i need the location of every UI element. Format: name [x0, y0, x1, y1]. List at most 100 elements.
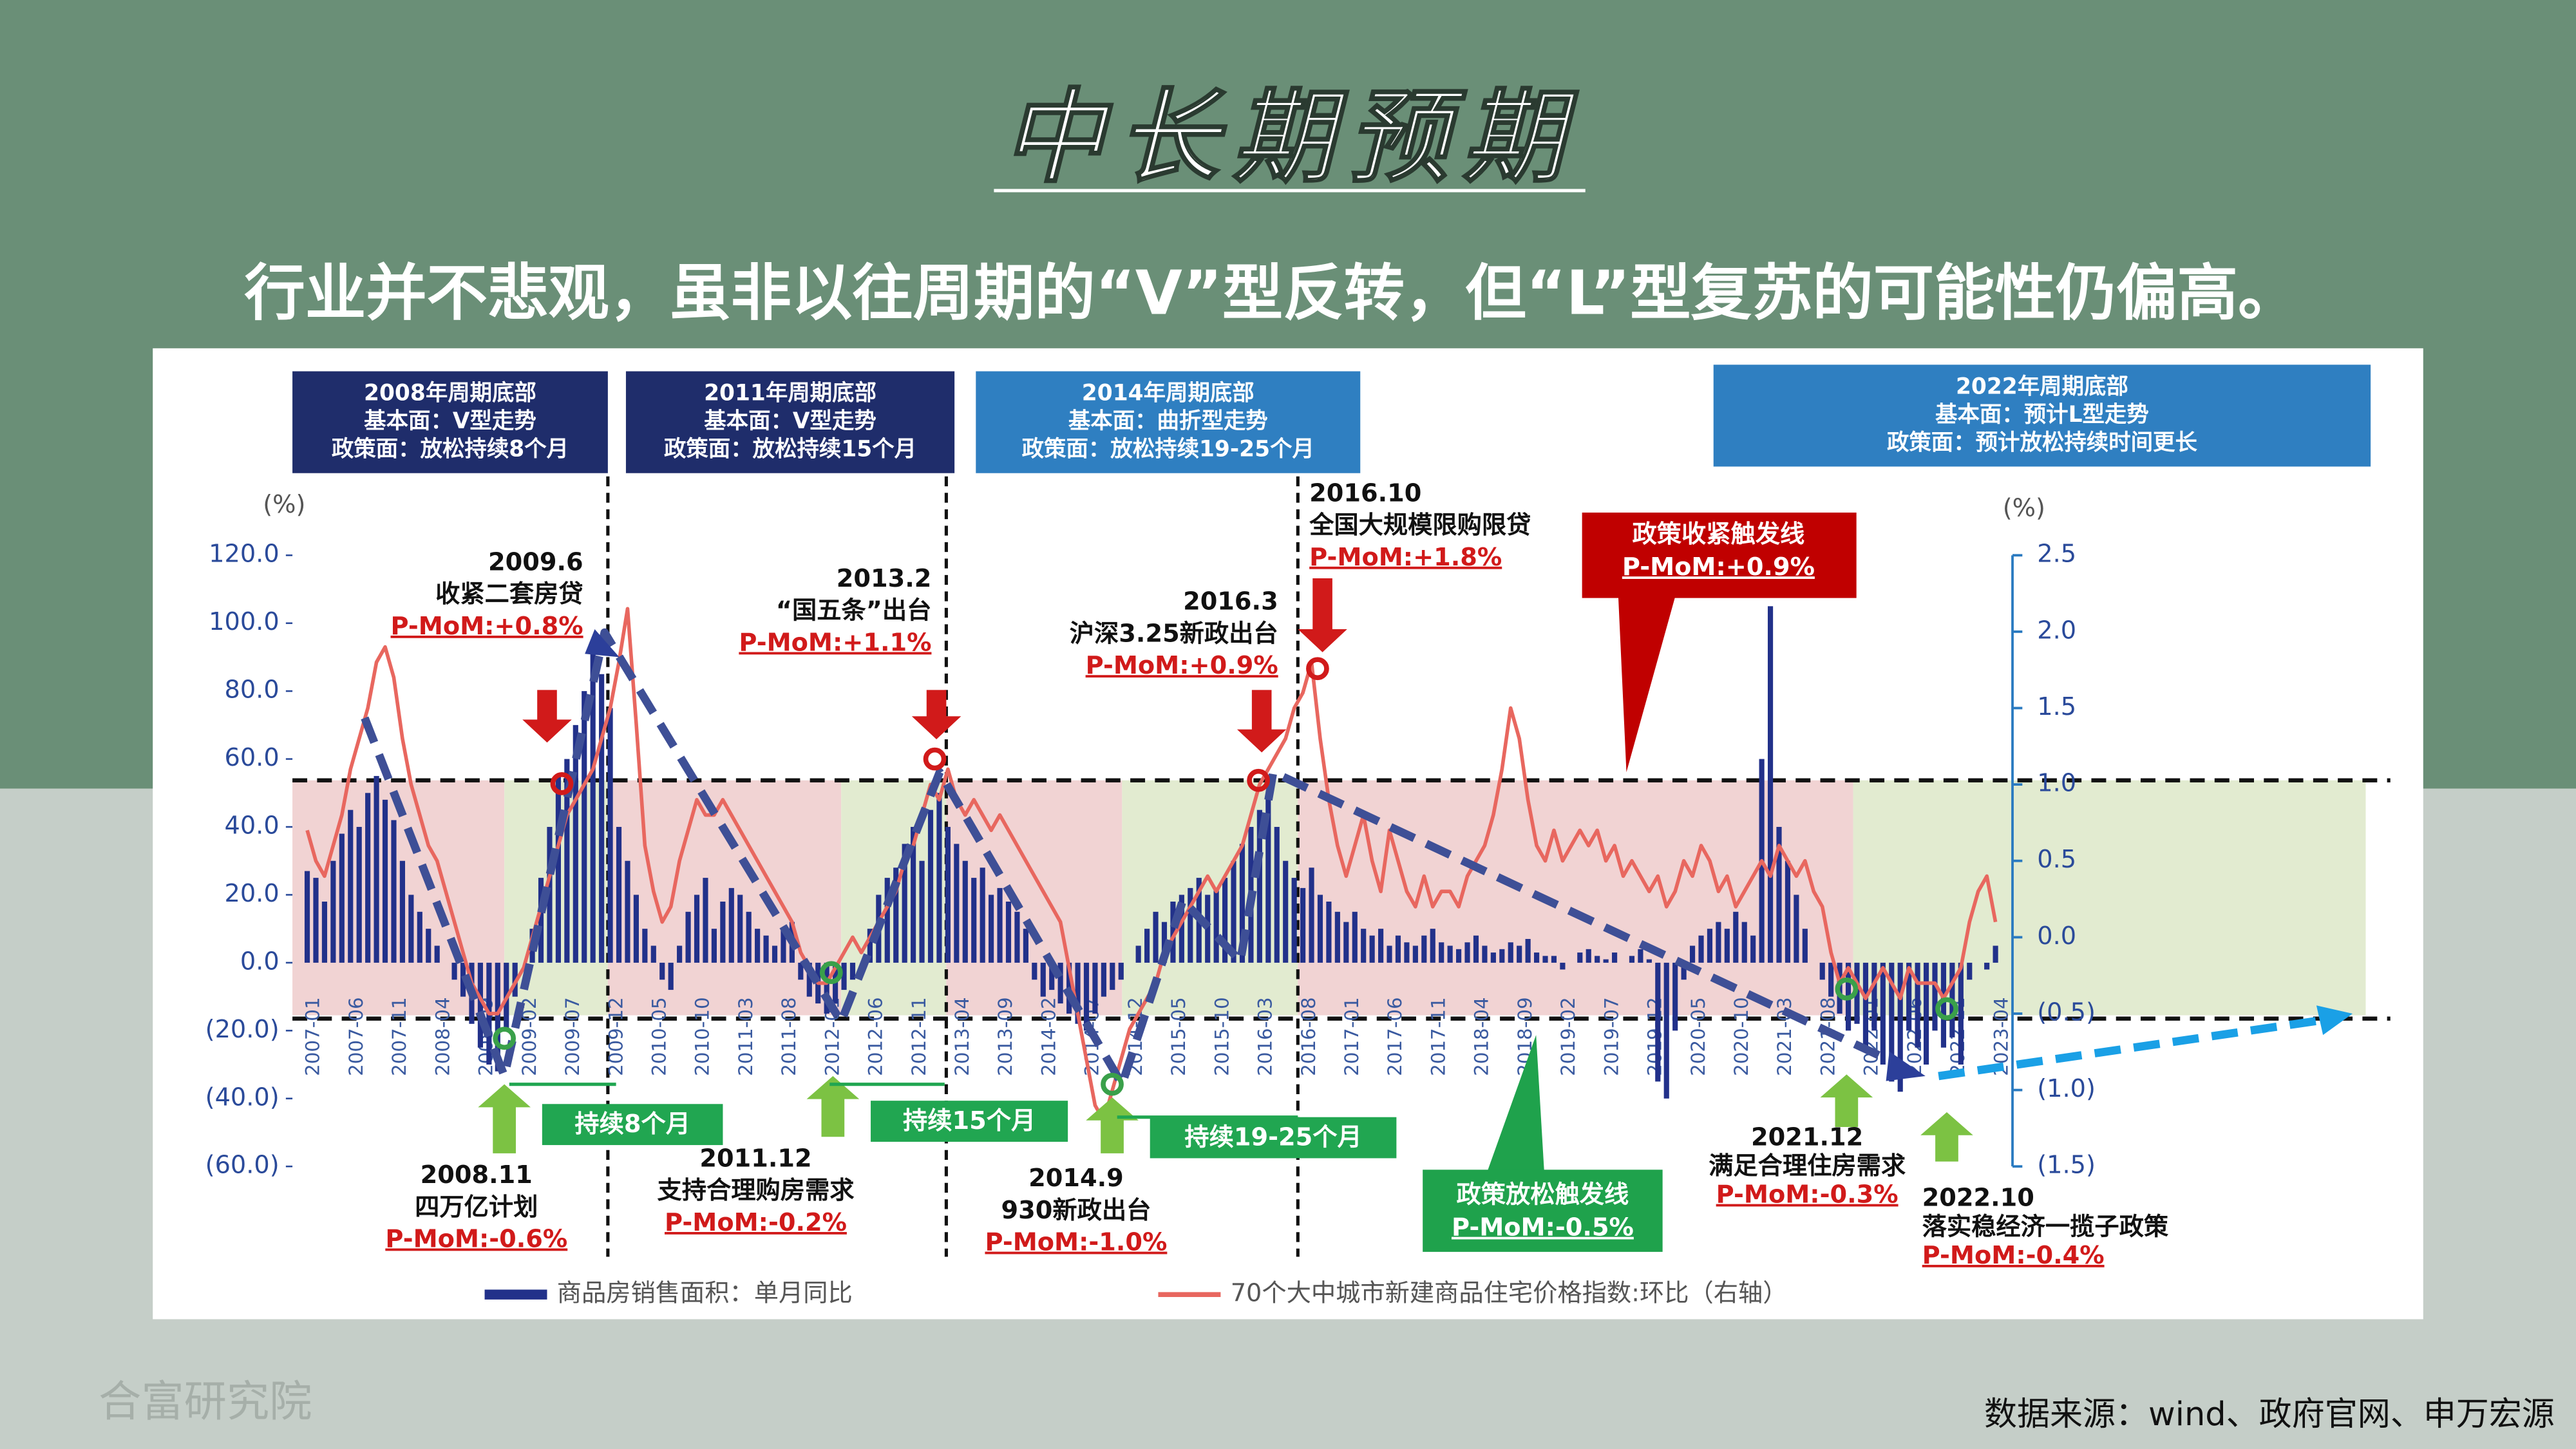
y-tick-label: (40.0): [205, 1083, 279, 1112]
bar: [365, 793, 371, 963]
bar: [1741, 922, 1747, 963]
bar: [1213, 887, 1219, 963]
x-tick-label: 2017-11: [1427, 997, 1449, 1076]
bar: [1525, 938, 1531, 963]
bar: [1005, 902, 1012, 963]
x-tick-label: 2016-03: [1255, 997, 1276, 1076]
bar: [374, 775, 379, 963]
tighten-arrow: [522, 690, 572, 743]
event-text: 支持合理购房需求: [657, 1176, 855, 1205]
y-tick-label: 20.0: [225, 879, 279, 908]
tighten-marker: [1247, 768, 1270, 792]
bar: [1517, 945, 1522, 963]
event-text: “国五条”出台: [776, 596, 932, 625]
period-box-text: 2022年周期底部: [1956, 374, 2128, 400]
bar: [650, 945, 656, 963]
bar: [1118, 962, 1124, 980]
event-date: 2011.12: [699, 1144, 811, 1173]
bar: [1101, 962, 1106, 997]
bar: [1906, 962, 1912, 1031]
event-pmom: P-MoM:-0.6%: [385, 1225, 567, 1254]
y-tick-label: 40.0: [225, 811, 279, 840]
y2-tick-label: 1.5: [2037, 692, 2076, 721]
bar: [607, 708, 613, 963]
tighten-marker: [550, 772, 574, 795]
bar: [399, 860, 406, 963]
bar: [1161, 922, 1168, 963]
y2-tick-label: 2.5: [2037, 540, 2076, 569]
bar: [1897, 962, 1903, 1092]
bar: [451, 962, 457, 980]
forecast-arrow: [1938, 1014, 2334, 1081]
y-tick-label: 100.0: [209, 607, 279, 636]
bar: [1993, 945, 1998, 963]
tighten-arrow: [911, 690, 961, 739]
bar: [989, 895, 994, 963]
bar: [919, 860, 925, 963]
x-tick-label: 2007-01: [302, 997, 324, 1076]
bar: [1551, 956, 1557, 963]
bar: [1265, 793, 1271, 963]
duration-box: [1150, 1117, 1397, 1159]
subtitle: 行业并不悲观，虽非以往周期的“V”型反转，但“L”型复苏的可能性仍偏高。: [245, 258, 2299, 329]
event-date: 2016.10: [1309, 478, 1421, 507]
bar: [555, 775, 561, 963]
bar: [685, 911, 691, 963]
bar: [1586, 949, 1591, 963]
y-axis-unit: (%): [263, 490, 305, 519]
event-pmom: P-MoM:+1.1%: [739, 629, 931, 658]
y2-tick-label: (1.5): [2037, 1151, 2096, 1180]
x-tick-label: 2018-04: [1471, 997, 1493, 1076]
trigger-pointer: [1618, 594, 1676, 772]
x-tick-label: 2015-10: [1211, 997, 1233, 1076]
bar: [1256, 810, 1262, 963]
bar: [1395, 935, 1401, 963]
bar: [590, 640, 596, 963]
bar: [564, 759, 570, 963]
bar: [849, 962, 856, 980]
duration-text: 持续19-25个月: [1184, 1122, 1361, 1151]
tighten-arrow: [1298, 578, 1347, 652]
bar: [798, 962, 804, 980]
bar: [1430, 929, 1435, 963]
bar: [1880, 962, 1886, 1065]
bar: [1542, 956, 1548, 963]
x-tick-label: 2015-05: [1168, 997, 1189, 1076]
legend-label: 商品房销售面积：单月同比: [557, 1279, 853, 1308]
bar: [1144, 929, 1150, 963]
bar: [1455, 949, 1462, 963]
loosen-arrow: [806, 1075, 860, 1137]
bar: [911, 827, 916, 963]
bar: [1300, 887, 1306, 963]
bar: [755, 929, 761, 963]
bar: [1681, 962, 1687, 980]
x-tick-label: 2017-06: [1384, 997, 1406, 1076]
y2-tick-label: 1.0: [2037, 769, 2076, 798]
bar: [356, 827, 362, 963]
bar: [936, 793, 942, 963]
bar: [1967, 962, 1973, 980]
event-date: 2014.9: [1028, 1164, 1124, 1193]
bar: [1378, 929, 1384, 963]
bar: [1560, 962, 1566, 970]
event-pmom: P-MoM:+1.8%: [1309, 543, 1502, 572]
x-tick-label: 2019-12: [1644, 997, 1666, 1076]
x-tick-label: 2011-03: [735, 997, 757, 1076]
y2-tick-label: (1.0): [2037, 1074, 2096, 1103]
bar: [1603, 959, 1609, 963]
trigger-pmom: P-MoM:+0.9%: [1622, 553, 1815, 582]
y2-tick-label: 2.0: [2037, 616, 2076, 645]
slide-title: 中长期预期: [1002, 79, 1579, 197]
bar: [633, 895, 639, 963]
bar: [1092, 962, 1098, 1014]
bar: [1794, 895, 1799, 963]
period-box-text: 政策面：预计放松持续时间更长: [1887, 430, 2197, 455]
bar: [1352, 911, 1358, 963]
y2-tick-label: 0.5: [2037, 845, 2076, 874]
bar: [1533, 952, 1540, 963]
bar: [763, 935, 769, 963]
bar: [1075, 962, 1081, 1024]
bar: [321, 902, 328, 963]
y-tick-label: (60.0): [205, 1151, 279, 1180]
bar: [1716, 922, 1721, 963]
